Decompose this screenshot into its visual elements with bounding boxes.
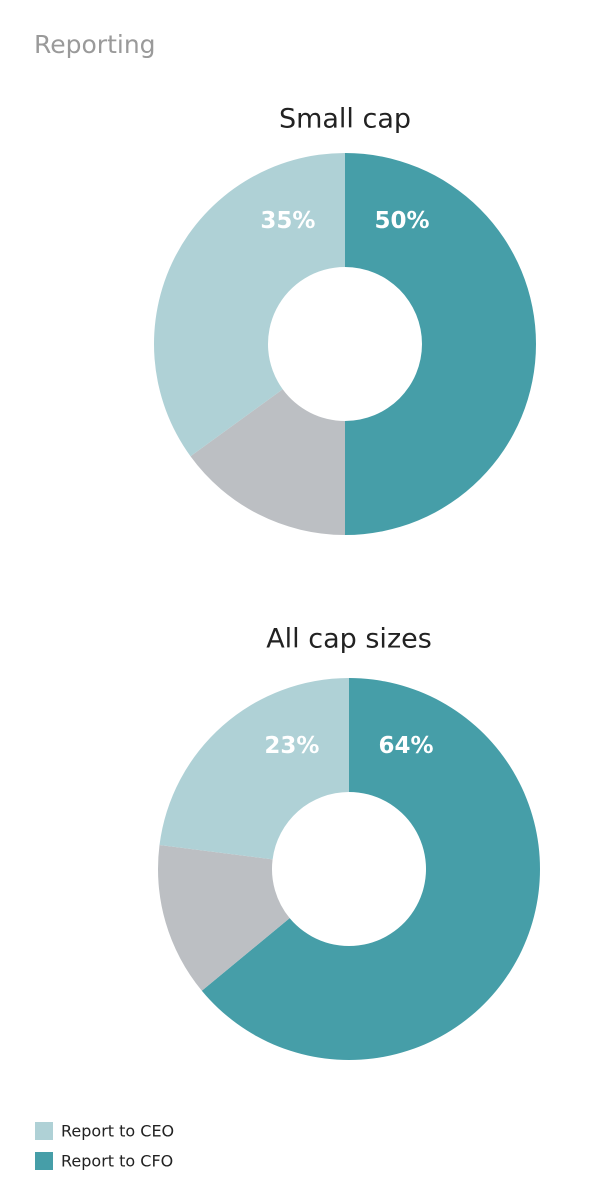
page-title: Reporting: [34, 30, 156, 59]
chart-title: All cap sizes: [266, 624, 432, 655]
donut-slice: [159, 677, 349, 860]
donut-slice: [158, 845, 290, 991]
legend-label: Report to CFO: [61, 1152, 173, 1171]
donut-slice: [153, 153, 345, 457]
chart-title: Small cap: [279, 104, 411, 135]
legend-swatch: [35, 1122, 53, 1140]
donut-slice: [190, 389, 345, 535]
value-label: 50%: [375, 208, 430, 234]
legend-label: Report to CEO: [61, 1122, 174, 1141]
value-label: 64%: [379, 733, 434, 759]
donut-slice: [345, 153, 536, 535]
donut-slice: [201, 678, 540, 1060]
value-label: 35%: [260, 208, 315, 234]
legend-swatch: [35, 1152, 53, 1170]
value-label: 23%: [264, 733, 319, 759]
